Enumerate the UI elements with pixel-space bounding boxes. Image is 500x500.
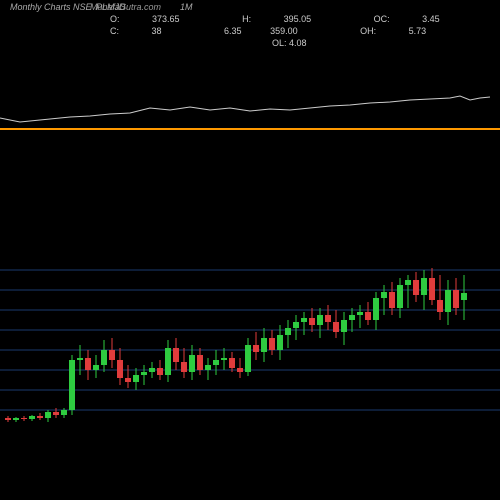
oc-value: OC: 3.45: [374, 14, 470, 24]
title-text: Monthly Charts NSE: [10, 2, 92, 12]
candlestick-chart[interactable]: [0, 260, 500, 430]
watermark-text: MunafaSutra.com: [90, 2, 161, 12]
oh-value: OH: 5.73: [360, 26, 456, 36]
chart-title: Monthly Charts NSE PLMJD MunafaSutra.com: [10, 2, 126, 12]
line-chart[interactable]: [0, 40, 500, 130]
high-value: H: 395.05: [242, 14, 341, 24]
ohlc-info-row2: C: 38 6.35 359.00 OH: 5.73: [110, 26, 486, 36]
price-line: [0, 96, 490, 122]
ohlc-info-row1: O: 373.65 H: 395.05 OC: 3.45: [110, 14, 500, 24]
low-value: 6.35 359.00: [224, 26, 328, 36]
close-value: C: 38: [110, 26, 192, 36]
candles-group: [5, 268, 467, 422]
timeframe-label: 1M: [180, 2, 193, 12]
open-value: O: 373.65: [110, 14, 210, 24]
